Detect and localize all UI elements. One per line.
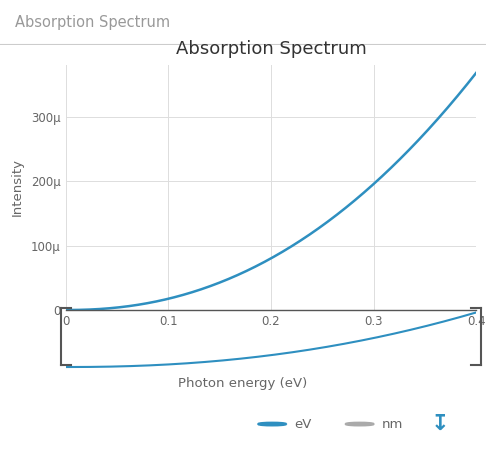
Y-axis label: Intensity: Intensity	[11, 158, 24, 217]
Text: ↧: ↧	[431, 414, 449, 434]
Circle shape	[346, 423, 373, 425]
Title: Absorption Spectrum: Absorption Spectrum	[175, 40, 366, 58]
Text: eV: eV	[294, 417, 312, 431]
Text: Absorption Spectrum: Absorption Spectrum	[15, 15, 170, 30]
Circle shape	[264, 423, 280, 425]
Circle shape	[259, 423, 286, 425]
Text: Photon energy (eV): Photon energy (eV)	[178, 376, 308, 390]
Text: nm: nm	[382, 417, 403, 431]
